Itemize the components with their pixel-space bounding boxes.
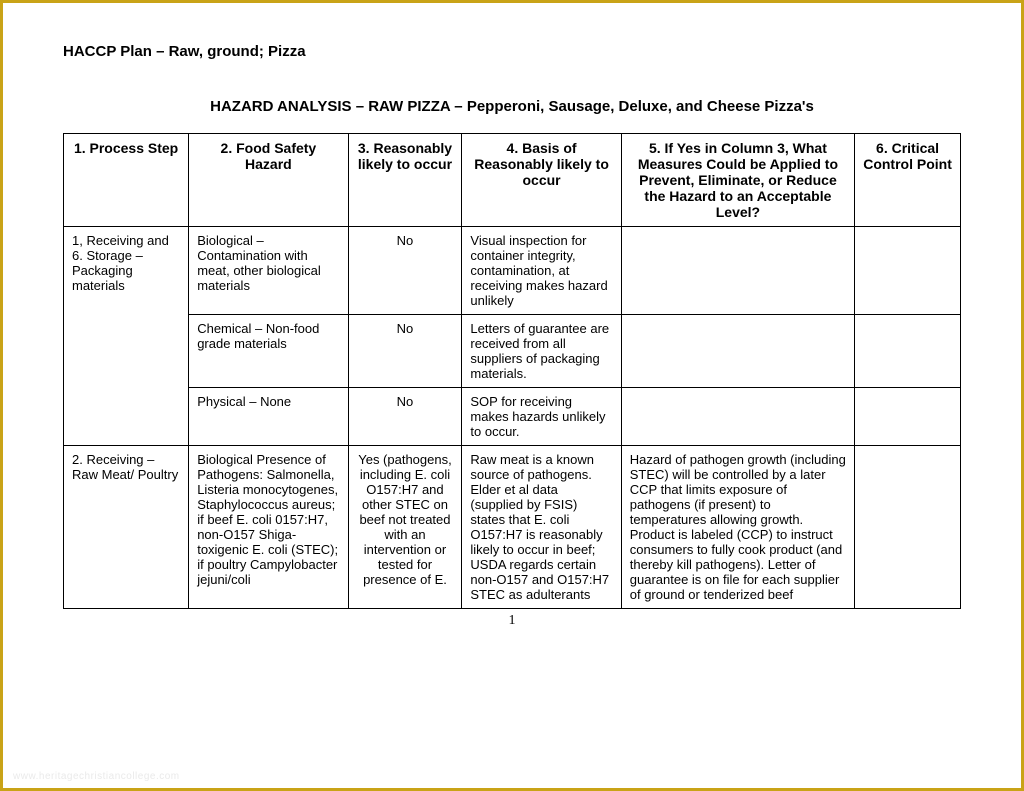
ccp-cell — [855, 227, 961, 315]
page-number: 1 — [63, 613, 961, 629]
hazard-cell: Physical – None — [189, 388, 348, 446]
process-step-cell: 1, Receiving and 6. Storage – Packaging … — [64, 227, 189, 446]
measures-cell — [621, 315, 854, 388]
likely-cell: No — [348, 388, 462, 446]
ccp-cell — [855, 446, 961, 609]
basis-cell: Letters of guarantee are received from a… — [462, 315, 621, 388]
watermark: www.heritagechristiancollege.com — [13, 771, 180, 782]
column-header: 3. Reasonably likely to occur — [348, 134, 462, 227]
likely-cell: No — [348, 227, 462, 315]
page-content: HACCP Plan – Raw, ground; Pizza HAZARD A… — [3, 3, 1021, 639]
column-header: 5. If Yes in Column 3, What Measures Cou… — [621, 134, 854, 227]
basis-cell: SOP for receiving makes hazards unlikely… — [462, 388, 621, 446]
column-header: 6. Critical Control Point — [855, 134, 961, 227]
table-body: 1, Receiving and 6. Storage – Packaging … — [64, 227, 961, 609]
hazard-cell: Biological – Contamination with meat, ot… — [189, 227, 348, 315]
table-header-row: 1. Process Step2. Food Safety Hazard3. R… — [64, 134, 961, 227]
document-frame: HACCP Plan – Raw, ground; Pizza HAZARD A… — [0, 0, 1024, 791]
likely-cell: Yes (pathogens, including E. coli O157:H… — [348, 446, 462, 609]
hazard-cell: Chemical – Non-food grade materials — [189, 315, 348, 388]
hazard-cell: Biological Presence of Pathogens: Salmon… — [189, 446, 348, 609]
hazard-analysis-table: 1. Process Step2. Food Safety Hazard3. R… — [63, 133, 961, 609]
basis-cell: Raw meat is a known source of pathogens.… — [462, 446, 621, 609]
measures-cell: Hazard of pathogen growth (including STE… — [621, 446, 854, 609]
document-title: HACCP Plan – Raw, ground; Pizza — [63, 43, 961, 60]
table-row: Physical – NoneNoSOP for receiving makes… — [64, 388, 961, 446]
column-header: 4. Basis of Reasonably likely to occur — [462, 134, 621, 227]
table-row: 1, Receiving and 6. Storage – Packaging … — [64, 227, 961, 315]
ccp-cell — [855, 315, 961, 388]
section-title: HAZARD ANALYSIS – RAW PIZZA – Pepperoni,… — [63, 98, 961, 115]
column-header: 1. Process Step — [64, 134, 189, 227]
process-step-cell: 2. Receiving – Raw Meat/ Poultry — [64, 446, 189, 609]
measures-cell — [621, 227, 854, 315]
table-row: 2. Receiving – Raw Meat/ PoultryBiologic… — [64, 446, 961, 609]
ccp-cell — [855, 388, 961, 446]
likely-cell: No — [348, 315, 462, 388]
column-header: 2. Food Safety Hazard — [189, 134, 348, 227]
measures-cell — [621, 388, 854, 446]
basis-cell: Visual inspection for container integrit… — [462, 227, 621, 315]
table-row: Chemical – Non-food grade materialsNoLet… — [64, 315, 961, 388]
